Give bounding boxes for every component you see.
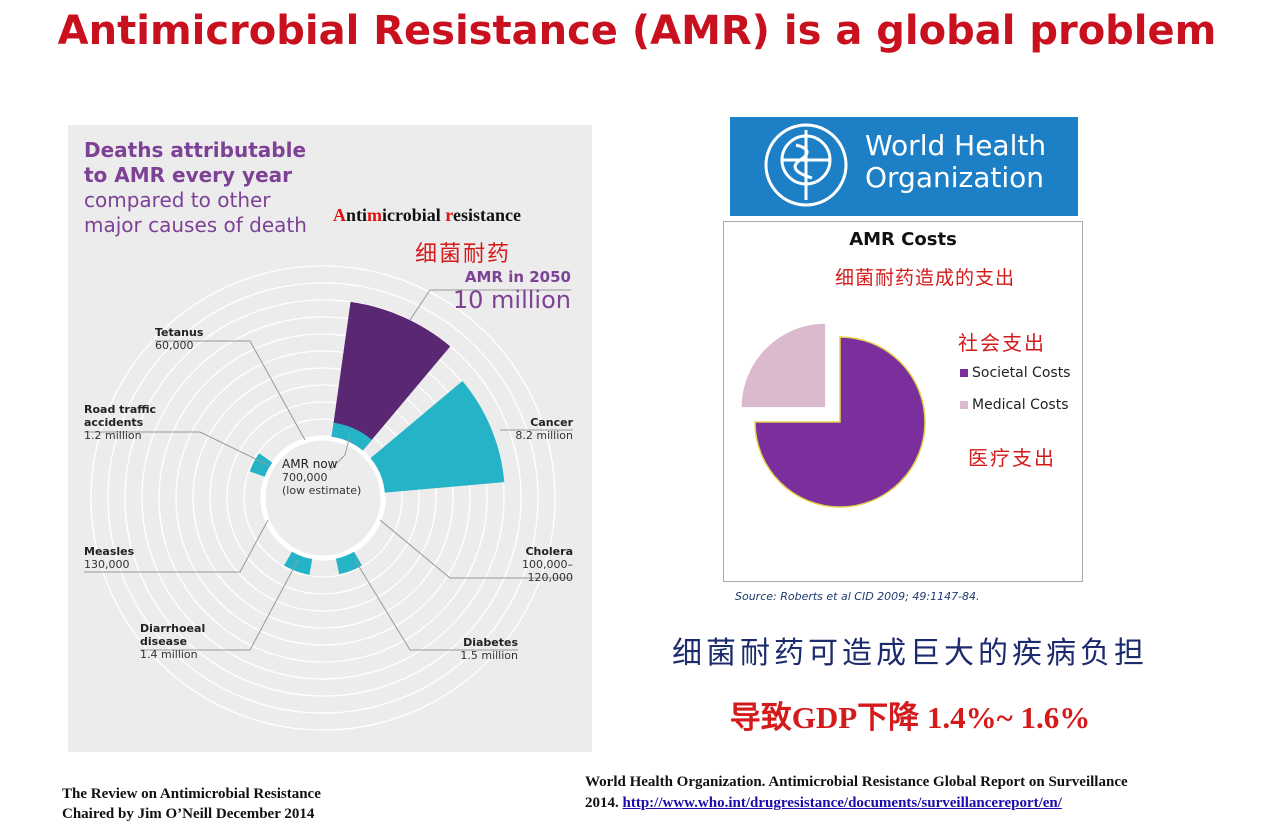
cause-name: disease <box>140 635 188 648</box>
amr-2050: AMR in 2050 10 million <box>452 268 571 314</box>
footer-left: The Review on Antimicrobial Resistance Ch… <box>62 786 321 822</box>
cause-value: 1.4 million <box>140 648 198 661</box>
leader-line <box>84 431 269 466</box>
info-heading: Deaths attributable to AMR every year <box>84 138 307 187</box>
cause-value: 8.2 million <box>515 429 573 442</box>
cause-value: 120,000 <box>527 571 574 584</box>
slide-title: Antimicrobial Resistance (AMR) is a glob… <box>57 8 1217 54</box>
cause-label: Diarrhoeal disease 1.4 million <box>140 622 205 661</box>
gdp-statement: 导致GDP下降 1.4%~ 1.6% <box>729 700 1091 735</box>
link[interactable]: http://www.who.int/drugresistance/docume… <box>622 795 1062 811</box>
cause-label: Cancer 8.2 million <box>515 416 573 442</box>
overlay-title: Antimicrobial resistance <box>333 205 521 225</box>
ring <box>226 401 420 595</box>
legend-swatch <box>960 369 968 377</box>
cause-name: Diarrhoeal <box>140 622 206 635</box>
ring <box>243 418 403 578</box>
legend-swatch <box>960 401 968 409</box>
cause-name: Measles <box>84 545 135 558</box>
statement: 细菌耐药可造成巨大的疾病负担 <box>672 636 1148 671</box>
cause-name: Cancer <box>530 416 573 429</box>
leader-line <box>329 434 351 471</box>
cause-label: Cholera 100,000– 120,000 <box>522 545 573 584</box>
cause-value: 1.5 million <box>460 649 518 662</box>
source: Source: Roberts et al CID 2009; 49:1147-… <box>735 590 980 603</box>
pie <box>740 322 926 508</box>
cause-value: 100,000– <box>522 558 573 571</box>
leader-line <box>409 289 571 321</box>
annotation: 社会支出 <box>958 333 1046 355</box>
ring <box>192 367 454 629</box>
info-subheading: compared to other major causes of death <box>84 188 307 237</box>
wedge <box>284 551 313 575</box>
cause-value: 1.2 million <box>84 429 142 442</box>
ring <box>107 282 539 714</box>
annotation: 医疗支出 <box>968 448 1056 470</box>
pie-slice <box>740 322 827 409</box>
cause-label: Tetanus 60,000 <box>155 326 203 352</box>
cause-name: Tetanus <box>155 326 204 339</box>
cause-value: 60,000 <box>155 339 194 352</box>
inner-ring <box>260 435 386 561</box>
cause-label: Road traffic accidents 1.2 million <box>84 403 156 442</box>
ring <box>124 299 522 697</box>
footer-right: World Health Organization. Antimicrobial… <box>585 774 1128 811</box>
cause-name: Diabetes <box>463 636 518 649</box>
who-emblem <box>764 123 848 207</box>
leader-line <box>84 519 269 573</box>
pie-subtitle: 细菌耐药造成的支出 <box>834 268 1015 289</box>
cause-name: Road traffic <box>84 403 157 416</box>
wedge <box>370 381 505 493</box>
cause-label: Measles 130,000 <box>84 545 134 571</box>
ring <box>158 333 488 663</box>
ring <box>90 265 556 731</box>
wedge <box>331 422 372 451</box>
ring <box>175 350 471 646</box>
leader-line <box>379 519 573 579</box>
cause-label: Diabetes 1.5 million <box>460 636 518 662</box>
leader-line <box>140 559 299 651</box>
wedge <box>335 551 362 575</box>
legend-label: Societal Costs <box>972 365 1071 381</box>
ring <box>209 384 437 612</box>
cause-value: 130,000 <box>84 558 130 571</box>
cause-name: Cholera <box>525 545 573 558</box>
legend-label: Medical Costs <box>972 397 1069 413</box>
wedge <box>331 301 451 451</box>
pie-slice <box>754 336 926 508</box>
wedge <box>264 459 272 467</box>
wedge <box>249 453 273 477</box>
ring <box>141 316 505 680</box>
leader-line <box>155 340 306 441</box>
wedges <box>249 301 505 575</box>
cause-name: accidents <box>84 416 144 429</box>
leader-line <box>354 559 518 651</box>
rings <box>90 265 556 731</box>
amr-now: AMR now 700,000 (low estimate) <box>282 457 362 498</box>
leader-lines <box>84 289 573 651</box>
who-name: World Health Organization <box>865 129 1047 194</box>
overlay-title-cn: 细菌耐药 <box>415 241 512 266</box>
pie-title: AMR Costs <box>849 229 957 250</box>
